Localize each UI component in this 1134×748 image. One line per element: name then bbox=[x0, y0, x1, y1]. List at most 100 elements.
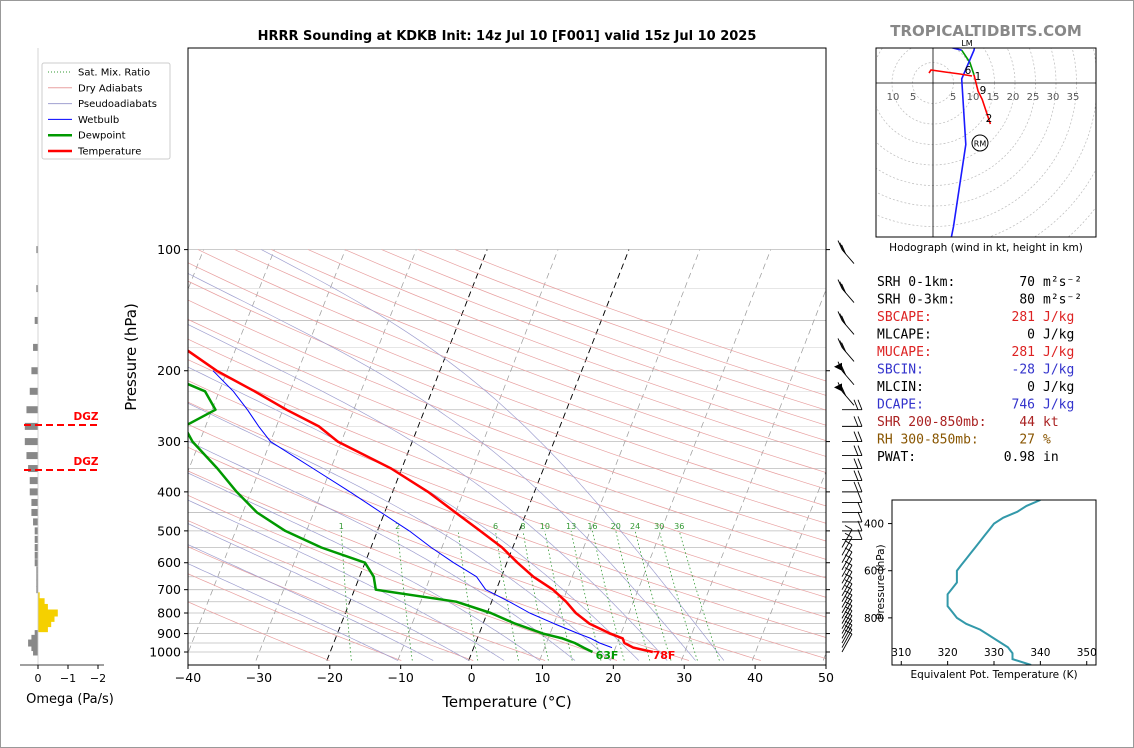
omega-bar bbox=[38, 609, 58, 617]
wind-barb bbox=[837, 311, 855, 335]
theta-e-y-label: Pressure (hPa) bbox=[875, 544, 887, 619]
barb-flag bbox=[844, 611, 853, 616]
index-label: SBCAPE: bbox=[877, 310, 932, 325]
y-tick-label: 900 bbox=[157, 626, 181, 641]
index-value: 0.98 bbox=[1004, 450, 1035, 465]
omega-bar bbox=[24, 438, 38, 446]
dry-adiabat bbox=[188, 520, 546, 661]
barb-flag bbox=[857, 416, 863, 427]
omega-tick-label: −2 bbox=[90, 672, 106, 685]
mixing-ratio-label: 24 bbox=[630, 522, 640, 531]
mixing-ratio-line bbox=[570, 530, 602, 661]
index-value: 44 bbox=[1019, 415, 1035, 430]
barb-flag bbox=[844, 585, 853, 590]
index-value: 0 bbox=[1027, 380, 1035, 395]
barb-flag bbox=[841, 283, 847, 293]
barb-staff bbox=[841, 633, 853, 653]
y-tick-label: 500 bbox=[157, 523, 181, 538]
omega-panel: DGZ DGZ 0 −1 −2 Omega (Pa/s) bbox=[20, 48, 114, 707]
isotherm-line bbox=[610, 249, 772, 661]
barb-staff bbox=[841, 629, 853, 648]
wind-barb bbox=[842, 470, 863, 482]
wind-barb bbox=[842, 399, 863, 411]
isotherm-line bbox=[0, 250, 133, 661]
y-axis-label: Pressure (hPa) bbox=[122, 303, 140, 411]
y-tick-label: 700 bbox=[157, 582, 181, 597]
rm-label: RM bbox=[974, 140, 987, 149]
legend-box bbox=[41, 62, 171, 160]
barb-flag bbox=[857, 481, 863, 493]
index-unit: kt bbox=[1043, 415, 1059, 430]
dry-adiabat bbox=[234, 249, 826, 473]
hodograph-ring bbox=[708, 0, 1134, 309]
mixing-ratio-label: 16 bbox=[587, 522, 597, 531]
skewt-background: 1 2 6 8 10 13 16 20 24 30 36 bbox=[0, 249, 826, 661]
legend-label: Sat. Mix. Ratio bbox=[78, 68, 150, 79]
indices-table: SRH 0-1km: 70 m²s⁻² SRH 0-3km: 80 m²s⁻² SBCAPE… bbox=[877, 275, 1082, 465]
theta-x-tick-label: 350 bbox=[1077, 647, 1097, 659]
theta-e-trace bbox=[946, 500, 1041, 665]
hodograph-ring-label: 20 bbox=[1007, 92, 1020, 103]
barb-staff bbox=[841, 565, 853, 584]
skewt-profiles bbox=[188, 349, 654, 654]
barb-flag bbox=[853, 431, 859, 442]
barb-staff bbox=[841, 320, 855, 335]
barb-flag bbox=[853, 399, 859, 410]
theta-e-axes: 400 600 800 310 320 330 340 350 bbox=[864, 519, 1097, 665]
index-label: SRH 0-1km: bbox=[877, 275, 955, 290]
theta-x-tick-label: 310 bbox=[891, 647, 911, 659]
dry-adiabat bbox=[271, 249, 826, 457]
barb-staff bbox=[841, 615, 853, 634]
barb-flag bbox=[844, 525, 853, 530]
barb-staff bbox=[841, 249, 855, 264]
dry-adiabat bbox=[188, 319, 826, 560]
barb-flag bbox=[841, 386, 847, 396]
omega-bar bbox=[38, 614, 55, 622]
mixing-ratio-line bbox=[592, 530, 625, 661]
omega-x-label: Omega (Pa/s) bbox=[26, 692, 114, 707]
barb-staff bbox=[841, 600, 853, 619]
barb-staff bbox=[841, 370, 855, 386]
y-tick-label: 600 bbox=[157, 555, 181, 570]
skewt-frame bbox=[187, 47, 827, 666]
hodograph-height-label: 1 bbox=[975, 71, 982, 83]
omega-bar bbox=[34, 630, 38, 638]
x-tick-label: 30 bbox=[676, 670, 692, 685]
omega-bar bbox=[38, 592, 40, 600]
dry-adiabat bbox=[188, 546, 474, 661]
barb-flag bbox=[857, 492, 863, 503]
barb-flag bbox=[853, 458, 859, 469]
barb-staff bbox=[841, 610, 853, 629]
wind-barb bbox=[842, 481, 863, 493]
surface-temp-label: 78F bbox=[653, 649, 676, 662]
omega-bar bbox=[34, 527, 38, 535]
omega-tick-label: 0 bbox=[35, 672, 42, 685]
isotherm-line bbox=[188, 249, 346, 654]
hodograph-segment-mid bbox=[961, 49, 975, 76]
wind-barb bbox=[841, 585, 853, 608]
index-value: -28 bbox=[1012, 363, 1035, 378]
barb-flag bbox=[844, 573, 853, 579]
mixing-ratio-label: 1 bbox=[339, 522, 344, 531]
dry-adiabat bbox=[188, 601, 330, 661]
x-tick-label: 50 bbox=[818, 670, 834, 685]
dry-adiabat bbox=[344, 249, 826, 426]
index-label: MLCIN: bbox=[877, 380, 924, 395]
index-value: 281 bbox=[1012, 310, 1035, 325]
barb-flag bbox=[841, 365, 847, 376]
hodograph-trace bbox=[928, 48, 992, 237]
wind-barb bbox=[842, 511, 863, 523]
barb-flag bbox=[839, 313, 845, 323]
barb-flag bbox=[839, 242, 845, 252]
wind-barb bbox=[841, 590, 853, 614]
mixing-ratio-label: 10 bbox=[540, 522, 550, 531]
mixing-ratio-line bbox=[457, 530, 479, 661]
omega-bar bbox=[36, 586, 38, 594]
omega-bar bbox=[29, 488, 38, 496]
dry-adiabat bbox=[188, 338, 826, 579]
omega-bar bbox=[36, 579, 38, 587]
barb-pennant bbox=[834, 383, 842, 392]
mixing-ratio-line bbox=[658, 530, 698, 661]
index-value: 27 bbox=[1019, 433, 1035, 448]
omega-tick-label: −1 bbox=[60, 672, 76, 685]
